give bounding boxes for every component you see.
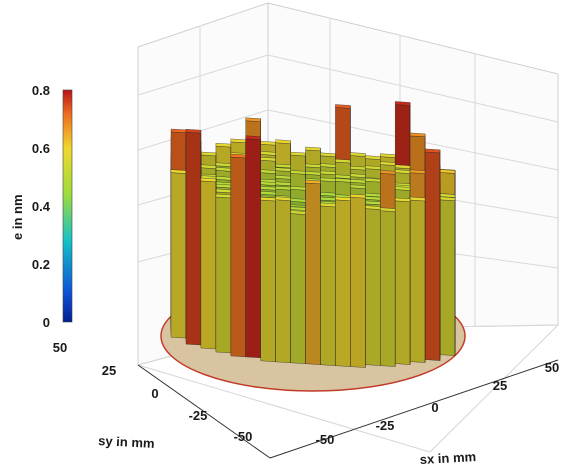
bar-face xyxy=(215,143,231,148)
grid-line xyxy=(267,54,559,123)
bar-face xyxy=(409,132,426,137)
x-tick-label: -50 xyxy=(316,432,335,447)
bar-face xyxy=(350,173,366,178)
bar-face xyxy=(245,117,261,122)
x-axis-line xyxy=(269,359,559,459)
bar-face xyxy=(380,170,396,175)
y-tick-label: 0 xyxy=(151,386,158,401)
bar-face xyxy=(395,200,411,365)
grid-line xyxy=(137,109,269,151)
y-tick-label: -25 xyxy=(189,408,208,423)
bar-face xyxy=(185,129,202,134)
bar xyxy=(185,129,202,346)
colorbar xyxy=(62,89,73,323)
grid-line xyxy=(137,54,269,96)
z-tick-label: 0.8 xyxy=(32,83,50,98)
bar xyxy=(365,205,381,366)
bar-face xyxy=(275,199,291,363)
z-tick-label: 0.4 xyxy=(32,199,51,214)
bar-face xyxy=(439,199,456,356)
bar xyxy=(200,177,217,350)
x-tick-label: -25 xyxy=(376,418,395,433)
bar-face xyxy=(200,180,217,350)
y-tick-label: 25 xyxy=(102,363,116,378)
bar-face xyxy=(409,199,426,363)
x-axis: -50 -25 0 25 50 sx in mm xyxy=(316,360,560,466)
bar-face xyxy=(409,196,426,202)
bar-face xyxy=(424,151,441,361)
bar-face xyxy=(290,213,306,364)
y-tick-label: -50 xyxy=(234,429,253,444)
bar xyxy=(335,196,351,367)
bar xyxy=(245,135,261,358)
bar-face xyxy=(335,199,351,367)
bar-face xyxy=(290,151,306,157)
x-axis-label: sx in mm xyxy=(419,449,476,466)
bar-face xyxy=(350,152,366,157)
z-axis: 0.8 0.6 0.4 0.2 0 e in nm xyxy=(10,83,51,330)
x-tick-label: 50 xyxy=(545,360,559,375)
bar-face xyxy=(350,193,366,199)
bar-face xyxy=(424,148,441,154)
bar-face xyxy=(275,196,291,201)
z-axis-label: e in nm xyxy=(10,194,25,240)
bar-face xyxy=(380,207,396,212)
bar xyxy=(380,207,396,367)
bars xyxy=(170,101,456,368)
y-axis-line xyxy=(137,364,271,459)
bar xyxy=(275,196,291,363)
bar-face xyxy=(245,135,261,140)
bar-face xyxy=(275,167,291,172)
bar-face xyxy=(170,172,187,339)
bar xyxy=(409,196,426,363)
bar-face xyxy=(185,132,202,346)
bar-face xyxy=(335,158,351,164)
bar xyxy=(290,210,306,364)
z-tick-label: 0 xyxy=(43,315,50,330)
bar-face xyxy=(350,184,366,189)
y-axis: 50 25 0 -25 -50 sy in mm xyxy=(53,340,253,451)
bar-face xyxy=(305,179,321,185)
bar-face xyxy=(230,156,246,358)
bar xyxy=(215,193,231,354)
bar-face xyxy=(260,199,276,362)
z-tick-label: 0.2 xyxy=(32,257,50,272)
bar-face xyxy=(395,101,411,106)
bar xyxy=(260,196,276,362)
bar xyxy=(350,193,366,368)
bar-face xyxy=(380,210,396,367)
bar-face xyxy=(200,177,217,183)
bar-face xyxy=(395,197,411,202)
bar xyxy=(395,197,411,365)
x-tick-label: 25 xyxy=(493,378,507,393)
bar-face xyxy=(290,170,306,175)
bar xyxy=(424,148,441,361)
bar-face xyxy=(305,146,321,152)
bar-face xyxy=(215,196,231,354)
x-tick-label: 0 xyxy=(431,400,438,415)
z-tick-label: 0.6 xyxy=(32,141,50,156)
bar xyxy=(170,169,187,339)
bar-face xyxy=(275,181,291,186)
bar xyxy=(439,196,456,356)
y-axis-label: sy in mm xyxy=(98,433,155,451)
bar-face xyxy=(305,182,321,365)
bar-face xyxy=(320,205,336,366)
bar-face xyxy=(335,104,351,109)
bar-face xyxy=(320,170,336,175)
y-tick-label: 50 xyxy=(53,340,67,355)
bar xyxy=(320,202,336,366)
bar-face xyxy=(365,208,381,366)
bar-face xyxy=(350,196,366,368)
bar-face xyxy=(275,139,291,144)
bar xyxy=(230,153,246,358)
bar xyxy=(305,179,321,365)
bar-face xyxy=(245,138,261,358)
